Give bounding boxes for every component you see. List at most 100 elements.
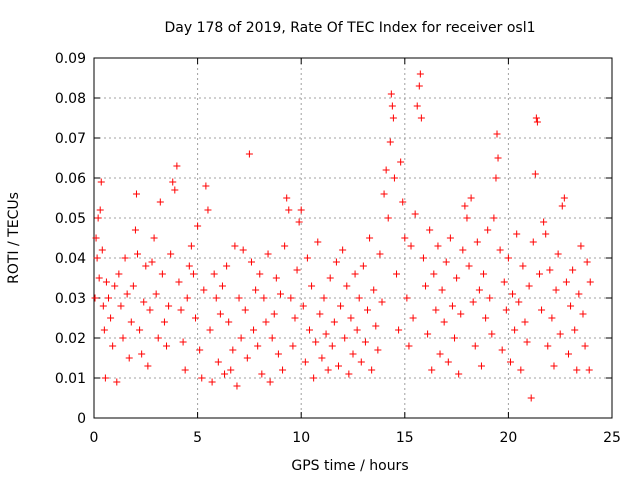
data-point (494, 154, 502, 162)
data-point (395, 326, 403, 334)
data-point (349, 350, 357, 358)
data-point (535, 270, 543, 278)
data-point (477, 362, 485, 370)
data-point (187, 242, 195, 250)
data-point (117, 302, 125, 310)
data-point (158, 270, 166, 278)
data-point (502, 306, 510, 314)
data-point (258, 370, 266, 378)
data-point (525, 282, 533, 290)
data-point (92, 234, 100, 242)
data-point (455, 370, 463, 378)
data-point (289, 342, 297, 350)
data-point (270, 310, 278, 318)
data-point (231, 242, 239, 250)
data-point (138, 350, 146, 358)
x-tick-label: 20 (499, 430, 517, 446)
data-point (359, 262, 367, 270)
x-axis: 0 5 10 15 20 25 (90, 58, 621, 446)
data-point (432, 306, 440, 314)
data-point (361, 338, 369, 346)
data-point (438, 286, 446, 294)
data-point (144, 362, 152, 370)
data-point (102, 278, 110, 286)
data-point (111, 282, 119, 290)
data-point (235, 294, 243, 302)
data-point (426, 226, 434, 234)
data-point (98, 246, 106, 254)
data-point (504, 254, 512, 262)
data-point (413, 102, 421, 110)
data-point (388, 102, 396, 110)
data-point (382, 166, 390, 174)
data-point (91, 294, 99, 302)
data-point (401, 234, 409, 242)
data-point (266, 378, 274, 386)
data-point (101, 374, 109, 382)
y-tick-label: 0.05 (55, 211, 86, 227)
data-point (281, 242, 289, 250)
data-point (241, 306, 249, 314)
data-point (134, 250, 142, 258)
data-point (399, 198, 407, 206)
chart-title: Day 178 of 2019, Rate Of TEC Index for r… (164, 20, 535, 36)
data-point (376, 250, 384, 258)
y-tick-label: 0.07 (55, 131, 86, 147)
data-point (185, 262, 193, 270)
data-point (473, 238, 481, 246)
y-tick-label: 0.09 (55, 51, 86, 67)
y-tick-label: 0.04 (55, 251, 86, 267)
data-point (515, 298, 523, 306)
data-point (403, 294, 411, 302)
data-points (91, 70, 594, 402)
data-point (407, 242, 415, 250)
x-tick-label: 25 (603, 430, 621, 446)
data-point (341, 334, 349, 342)
data-point (204, 206, 212, 214)
data-point (366, 234, 374, 242)
data-point (239, 246, 247, 254)
data-point (322, 330, 330, 338)
data-point (247, 258, 255, 266)
data-point (123, 290, 131, 298)
data-point (318, 354, 326, 362)
data-point (297, 206, 305, 214)
data-point (513, 230, 521, 238)
data-point (374, 346, 382, 354)
plot-frame (93, 57, 613, 419)
data-point (496, 246, 504, 254)
data-point (150, 234, 158, 242)
data-point (96, 206, 104, 214)
data-point (480, 270, 488, 278)
data-point (260, 294, 268, 302)
data-point (343, 282, 351, 290)
data-point (305, 326, 313, 334)
data-point (529, 238, 537, 246)
data-point (558, 202, 566, 210)
data-point (544, 342, 552, 350)
data-point (416, 70, 424, 78)
data-point (115, 270, 123, 278)
data-point (189, 270, 197, 278)
data-point (312, 338, 320, 346)
data-point (146, 306, 154, 314)
data-point (214, 358, 222, 366)
data-point (368, 366, 376, 374)
data-point (577, 242, 585, 250)
data-point (121, 254, 129, 262)
y-axis-label: ROTI / TECUs (6, 192, 22, 284)
y-axis: 0 0.01 0.02 0.03 0.04 0.05 0.06 0.07 0.08 0.09 (55, 51, 612, 427)
data-point (272, 274, 280, 282)
data-point (453, 274, 461, 282)
data-point (233, 382, 241, 390)
data-point (533, 118, 541, 126)
data-point (564, 350, 572, 358)
data-point (169, 178, 177, 186)
data-point (419, 254, 427, 262)
data-point (498, 346, 506, 354)
data-point (384, 214, 392, 222)
data-point (160, 318, 168, 326)
data-point (330, 318, 338, 326)
data-point (196, 346, 204, 354)
data-point (287, 294, 295, 302)
